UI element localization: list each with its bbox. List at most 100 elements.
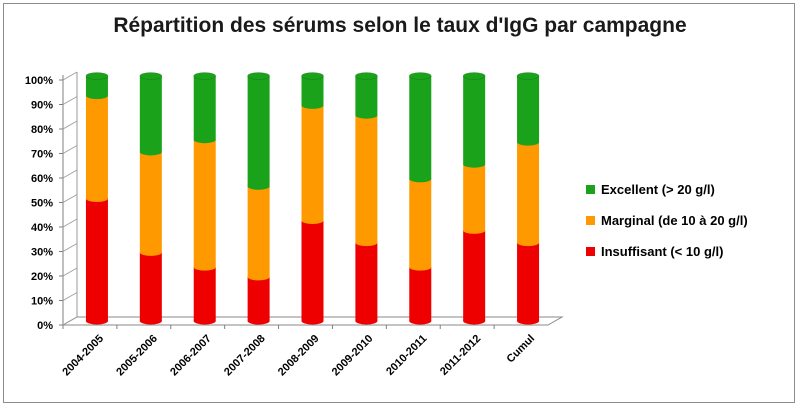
bar-top-cap	[301, 72, 324, 80]
bar-segment-bottom	[355, 111, 378, 119]
bar-segment-body	[517, 76, 540, 143]
bar-segment-bottom	[409, 317, 432, 325]
y-tick-labels: 0% 10% 20% 30% 40% 50% 60% 70% 80% 90% 100%	[25, 75, 53, 332]
bar-segment-bottom	[463, 317, 486, 325]
bar-segment-body	[409, 178, 432, 268]
y-tick-label: 50%	[31, 198, 53, 210]
bar-segment-body	[85, 95, 108, 199]
y-tick-depth-mark	[62, 267, 78, 277]
bar-segment-body	[409, 267, 432, 321]
bar-segment	[355, 242, 378, 325]
chart-bars	[85, 72, 540, 325]
y-tick-label: 30%	[31, 247, 53, 259]
bar-top-cap	[193, 72, 217, 80]
legend-label: Marginal (de 10 à 20 g/l)	[601, 213, 748, 228]
y-tick-label: 20%	[31, 271, 53, 283]
bar-segment	[193, 267, 216, 325]
legend-item: Marginal (de 10 à 20 g/l)	[586, 213, 748, 228]
bar-segment-body	[193, 267, 216, 321]
bar-segment-bottom	[247, 182, 270, 190]
x-tick-label: 2009-2010	[330, 333, 376, 379]
bar-segment-bottom	[193, 317, 216, 325]
y-tick-label: 0%	[37, 320, 53, 332]
legend-label: Insuffisant (< 10 g/l)	[601, 244, 723, 259]
legend-swatch	[586, 247, 595, 256]
bar-segment-body	[247, 76, 270, 187]
bar-segment-bottom	[355, 317, 378, 325]
bar-segment-body	[355, 76, 378, 116]
bar-segment-bottom	[517, 138, 540, 146]
y-tick-depth-mark	[62, 243, 78, 252]
bar-top-cap	[354, 72, 378, 80]
x-tick-label: 2011-2012	[438, 333, 483, 378]
bar-top-cap	[85, 72, 109, 80]
bar-segment-bottom	[247, 317, 270, 325]
bar-segment-body	[193, 139, 216, 268]
bar-segment-body	[139, 151, 162, 253]
bar-segment	[409, 267, 432, 325]
bar-segment-body	[355, 242, 378, 321]
bar-segment-body	[463, 76, 486, 165]
bar-segment-body	[301, 76, 324, 106]
bar-segment-body	[301, 105, 324, 221]
legend-item: Excellent (> 20 g/l)	[586, 182, 715, 197]
x-tick-label: Cumul	[504, 333, 537, 366]
bar-segment-body	[409, 76, 432, 179]
bar-segment	[354, 72, 378, 119]
legend-swatch	[586, 216, 595, 225]
x-tick-label: 2008-2009	[276, 333, 322, 379]
y-tick-depth-mark	[62, 316, 78, 326]
y-tick-label: 90%	[31, 100, 53, 112]
bar-segment-bottom	[409, 175, 432, 183]
bar-segment-bottom	[355, 239, 378, 247]
bar-segment-body	[355, 115, 378, 243]
bar-segment-body	[247, 186, 270, 277]
bar-segment-bottom	[517, 317, 540, 325]
y-tick-depth-mark	[62, 120, 78, 130]
bar-segment	[463, 164, 486, 234]
bar-segment-bottom	[85, 92, 108, 100]
bar-segment-bottom	[301, 217, 324, 225]
bar-segment-body	[463, 164, 486, 231]
bar-segment	[355, 115, 378, 247]
bar-segment	[139, 252, 162, 325]
legend-label: Excellent (> 20 g/l)	[601, 182, 715, 197]
bar-top-cap	[516, 72, 540, 80]
y-tick-label: 40%	[31, 222, 53, 234]
bar-segment-bottom	[139, 317, 162, 325]
bar-top-cap	[247, 72, 271, 80]
bar-segment	[516, 72, 540, 146]
bar-segment	[193, 72, 217, 144]
bar-segment-bottom	[517, 239, 540, 247]
bar-segment-bottom	[247, 273, 270, 281]
bar-top-cap	[462, 72, 486, 80]
bar-segment-bottom	[139, 248, 162, 256]
y-tick-label: 80%	[31, 124, 53, 136]
bar-segment	[247, 186, 270, 281]
bar-segment	[139, 151, 162, 256]
bar-segment	[247, 276, 270, 325]
x-tick-label: 2007-2008	[222, 333, 268, 379]
bar-segment-body	[139, 76, 162, 152]
bar-segment-body	[247, 276, 270, 321]
y-tick-depth-mark	[62, 145, 78, 154]
bar-segment-bottom	[85, 195, 108, 202]
x-tick-label: 2004-2005	[60, 333, 106, 379]
bar-top-cap	[139, 72, 163, 80]
bar-segment-bottom	[463, 160, 486, 168]
x-tick-label: 2010-2011	[384, 333, 429, 378]
y-tick-depth-mark	[62, 169, 78, 179]
bar-segment	[408, 72, 432, 183]
bar-segment-body	[85, 198, 108, 321]
bar-segment-body	[85, 76, 108, 96]
bar-segment-bottom	[193, 136, 216, 144]
bar-segment	[247, 72, 271, 190]
legend-swatch	[586, 185, 595, 194]
y-tick-depth-mark	[62, 218, 78, 228]
bar-segment	[193, 139, 216, 271]
bar-segment	[85, 72, 109, 100]
legend-item: Insuffisant (< 10 g/l)	[586, 244, 723, 259]
bar-segment-body	[139, 252, 162, 321]
bar-segment-bottom	[463, 226, 486, 234]
